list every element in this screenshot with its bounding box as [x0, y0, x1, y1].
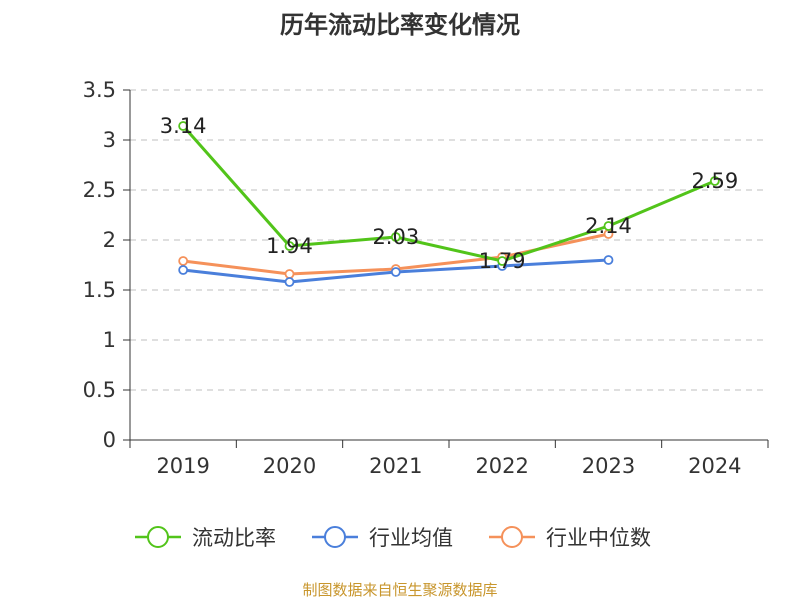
- series-point-1: [284, 277, 295, 287]
- data-label: 2.03: [372, 225, 419, 249]
- series-point-0: [709, 176, 720, 186]
- data-label: 3.14: [160, 114, 207, 138]
- series-point-0: [390, 232, 401, 242]
- y-tick-label: 3.5: [83, 78, 116, 102]
- y-tick-label: 0: [103, 428, 116, 452]
- y-tick-label: 1: [103, 328, 116, 352]
- y-tick-label: 2.5: [83, 178, 116, 202]
- y-tick-label: 3: [103, 128, 116, 152]
- y-tick-label: 0.5: [83, 378, 116, 402]
- series-point-0: [284, 241, 295, 251]
- x-tick-label: 2023: [582, 454, 635, 478]
- data-label: 1.79: [479, 249, 526, 273]
- series-point-0: [178, 121, 189, 131]
- series-point-2: [178, 256, 189, 266]
- legend-marker-circle: [501, 526, 523, 548]
- legend-marker-circle: [324, 526, 346, 548]
- x-tick-label: 2020: [263, 454, 316, 478]
- x-tick-label: 2021: [369, 454, 422, 478]
- legend-marker-circle: [147, 526, 169, 548]
- x-tick-label: 2024: [688, 454, 741, 478]
- x-tick-label: 2019: [156, 454, 209, 478]
- series-point-0: [603, 221, 614, 231]
- series-point-2: [284, 269, 295, 279]
- data-labels: 3.14 1.94 2.03 1.79 2.14 2.59: [160, 114, 738, 273]
- y-tick-label: 2: [103, 228, 116, 252]
- data-label: 2.59: [691, 169, 738, 193]
- chart-title: 历年流动比率变化情况: [280, 11, 520, 39]
- series-point-1: [390, 267, 401, 277]
- legend-item-label: 行业中位数: [546, 526, 651, 550]
- series-point-0: [497, 256, 508, 266]
- data-label: 1.94: [266, 234, 313, 258]
- legend-item-label: 行业均值: [369, 526, 453, 550]
- source-note: 制图数据来自恒生聚源数据库: [302, 581, 497, 599]
- data-label: 2.14: [585, 214, 632, 238]
- series-line-0: [182, 125, 716, 263]
- axes: 0 0.5 1 1.5 2 2.5 3 3.5 2019 2020 2021 2022 2023 2024: [83, 78, 769, 478]
- legend-item-label: 流动比率: [192, 526, 276, 550]
- y-tick-label: 1.5: [83, 278, 116, 302]
- series-point-1: [178, 265, 189, 275]
- series-lines: [178, 121, 720, 287]
- legend[interactable]: 流动比率 行业均值 行业中位数: [135, 526, 651, 550]
- grid-lines: [130, 89, 768, 391]
- x-tick-label: 2022: [475, 454, 528, 478]
- series-point-1: [603, 255, 614, 265]
